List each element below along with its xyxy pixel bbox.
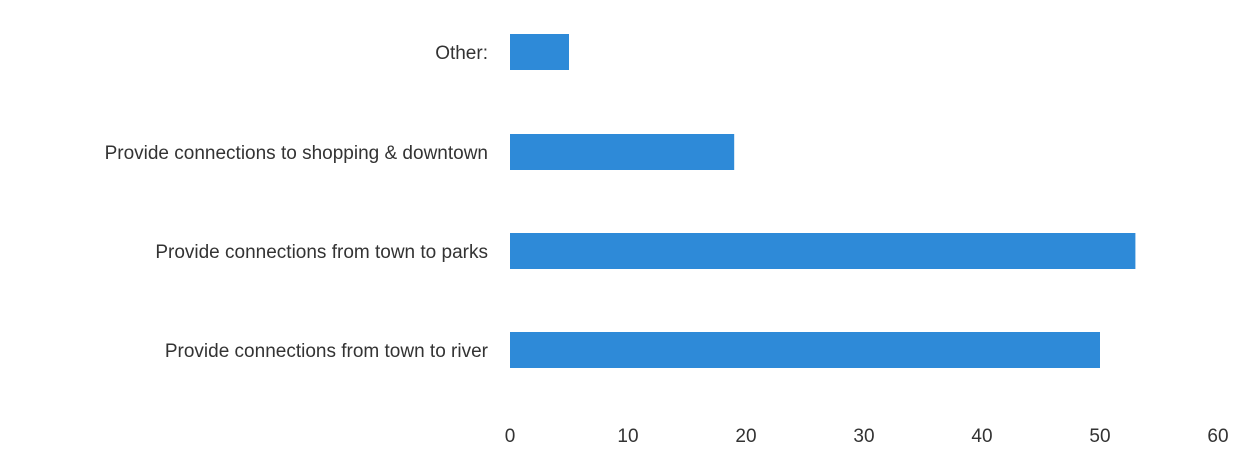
x-tick-label-0: 0	[505, 426, 516, 447]
x-tick-label-3: 30	[853, 426, 874, 447]
bar-0	[510, 34, 569, 70]
bars-layer	[510, 34, 1136, 368]
x-tick-label-2: 20	[735, 426, 756, 447]
bar-3	[510, 332, 1100, 368]
x-tick-label-5: 50	[1089, 426, 1110, 447]
category-labels: Other: Provide connections to shopping & …	[105, 43, 489, 362]
category-label-1: Provide connections to shopping & downto…	[105, 143, 488, 164]
category-label-3: Provide connections from town to river	[165, 341, 489, 362]
category-label-0: Other:	[435, 43, 488, 64]
bar-1	[510, 134, 735, 170]
x-axis-tick-labels: 0 10 20 30 40 50 60	[505, 426, 1229, 447]
bar-2	[510, 233, 1136, 269]
x-tick-label-4: 40	[971, 426, 992, 447]
category-label-2: Provide connections from town to parks	[155, 242, 488, 263]
x-tick-label-6: 60	[1207, 426, 1228, 447]
x-tick-label-1: 10	[617, 426, 638, 447]
